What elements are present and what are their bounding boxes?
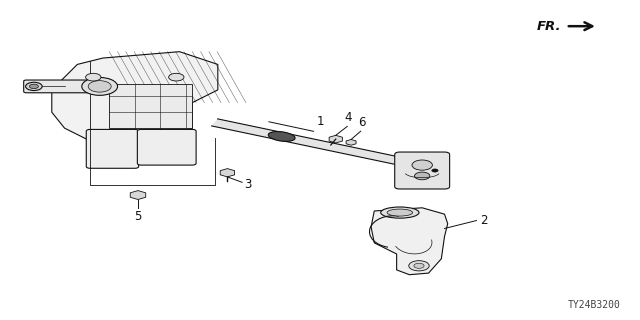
Polygon shape bbox=[52, 52, 218, 141]
FancyBboxPatch shape bbox=[395, 152, 450, 189]
Text: 1: 1 bbox=[317, 115, 324, 128]
Circle shape bbox=[409, 261, 429, 271]
Circle shape bbox=[86, 73, 101, 81]
FancyBboxPatch shape bbox=[109, 84, 192, 128]
Text: TY24B3200: TY24B3200 bbox=[567, 300, 620, 310]
Circle shape bbox=[414, 263, 424, 268]
Text: 6: 6 bbox=[358, 116, 365, 129]
Circle shape bbox=[412, 160, 433, 170]
Polygon shape bbox=[212, 119, 409, 166]
Circle shape bbox=[82, 77, 118, 95]
Polygon shape bbox=[371, 208, 448, 275]
Text: 5: 5 bbox=[134, 210, 141, 223]
Circle shape bbox=[26, 82, 42, 91]
Text: FR.: FR. bbox=[537, 20, 561, 33]
FancyBboxPatch shape bbox=[86, 129, 139, 168]
FancyBboxPatch shape bbox=[24, 80, 106, 93]
Circle shape bbox=[432, 169, 438, 172]
Ellipse shape bbox=[268, 132, 295, 141]
Circle shape bbox=[415, 172, 430, 180]
Text: 3: 3 bbox=[244, 178, 252, 191]
Circle shape bbox=[29, 84, 38, 89]
Text: 4: 4 bbox=[345, 111, 352, 124]
Circle shape bbox=[169, 73, 184, 81]
Ellipse shape bbox=[381, 207, 419, 218]
Text: 2: 2 bbox=[479, 214, 487, 227]
Ellipse shape bbox=[387, 209, 413, 216]
Circle shape bbox=[88, 81, 111, 92]
FancyBboxPatch shape bbox=[138, 129, 196, 165]
